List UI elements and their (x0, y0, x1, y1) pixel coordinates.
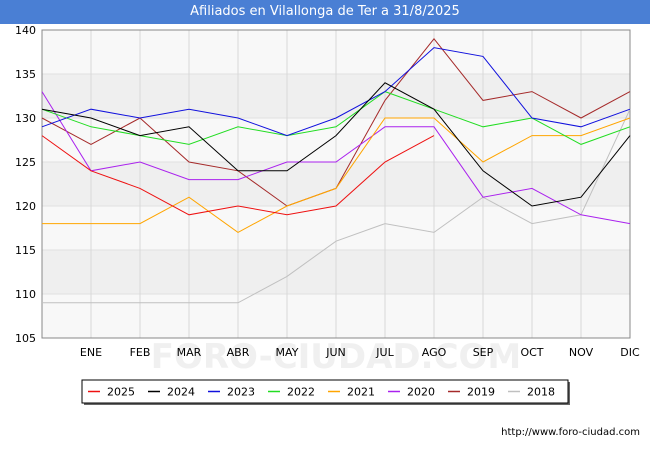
series-line-2018 (42, 108, 631, 304)
y-tick-label: 120 (15, 200, 36, 213)
series-line-2021 (42, 117, 631, 233)
x-tick-label: MAR (177, 346, 202, 359)
x-tick-label: JUL (375, 346, 394, 359)
y-tick-label: 110 (15, 288, 36, 301)
legend-label-2023: 2023 (227, 386, 255, 399)
x-tick-label: DIC (620, 346, 640, 359)
legend-label-2020: 2020 (407, 386, 435, 399)
series-line-2023 (41, 47, 631, 137)
series-line-2024 (41, 82, 631, 207)
chart-title: Afiliados en Vilallonga de Ter a 31/8/20… (0, 0, 650, 24)
x-tick-label: OCT (520, 346, 543, 359)
plot-border (41, 29, 631, 339)
series-line-2020 (41, 91, 631, 225)
x-tick-label: ENE (80, 346, 102, 359)
legend-label-2025: 2025 (107, 386, 135, 399)
x-tick-label: SEP (473, 346, 494, 359)
legend-label-2021: 2021 (347, 386, 375, 399)
x-tick-label: MAY (276, 346, 299, 359)
series-line-2025 (41, 135, 435, 216)
x-tick-label: AGO (422, 346, 447, 359)
legend-label-2019: 2019 (467, 386, 495, 399)
source-url[interactable]: http://www.foro-ciudad.com (501, 427, 640, 438)
y-tick-label: 115 (15, 244, 36, 257)
x-tick-label: ABR (227, 346, 250, 359)
legend-label-2024: 2024 (167, 386, 195, 399)
x-tick-label: JUN (325, 346, 346, 359)
y-tick-label: 140 (15, 24, 36, 37)
legend-box (81, 379, 569, 404)
y-tick-label: 130 (15, 112, 36, 125)
y-tick-label: 135 (15, 68, 36, 81)
x-tick-label: FEB (130, 346, 151, 359)
y-tick-label: 105 (15, 332, 36, 345)
legend-label-2018: 2018 (527, 386, 555, 399)
legend-label-2022: 2022 (287, 386, 315, 399)
watermark: FORO-CIUDAD.COM (151, 337, 522, 377)
y-tick-label: 125 (15, 156, 36, 169)
x-tick-label: NOV (569, 346, 594, 359)
